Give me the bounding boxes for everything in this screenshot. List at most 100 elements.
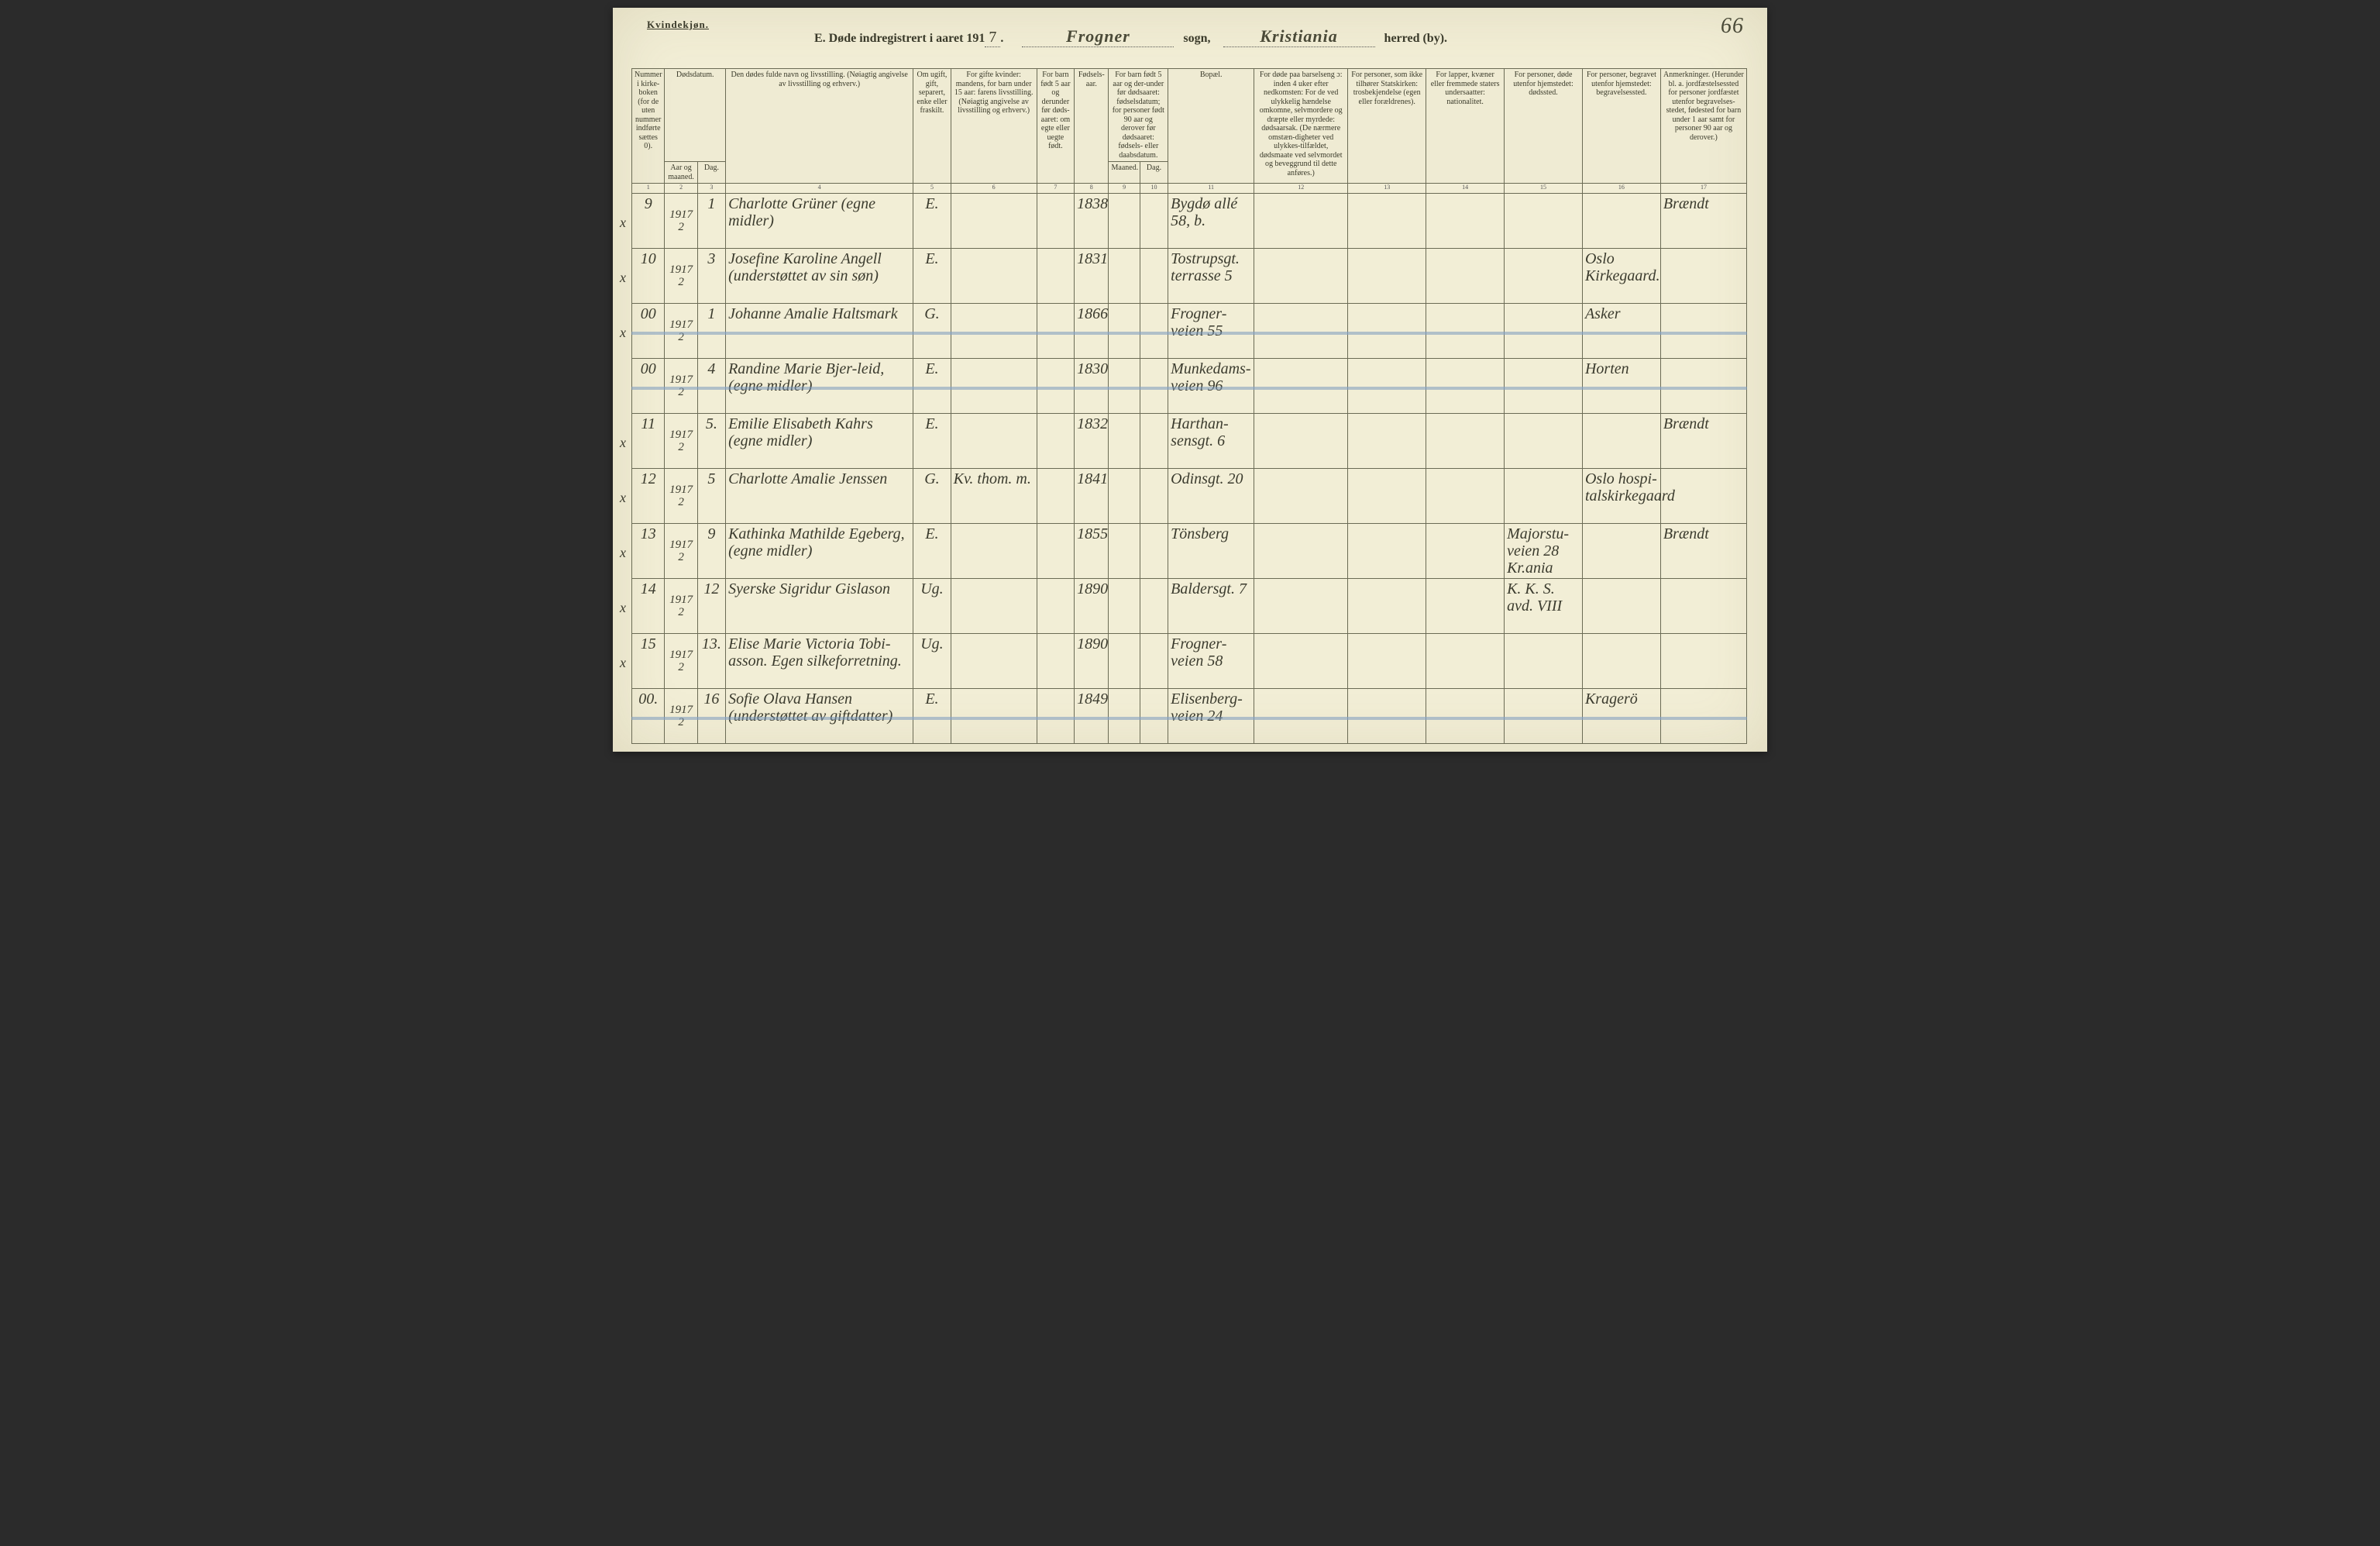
- birth-day: [1140, 634, 1168, 689]
- birth-month: [1109, 579, 1140, 634]
- residence: Bygdø allé 58, b.: [1168, 194, 1254, 249]
- remarks: [1660, 689, 1746, 744]
- row-number: x14: [632, 579, 665, 634]
- row-number: x12: [632, 469, 665, 524]
- day: 5.: [697, 414, 725, 469]
- birth-year: 1849: [1075, 689, 1109, 744]
- residence: Frogner-veien 55: [1168, 304, 1254, 359]
- birth-month: [1109, 634, 1140, 689]
- spouse-occupation: [951, 194, 1037, 249]
- birth-year: 1855: [1075, 524, 1109, 579]
- colnum: 16: [1582, 184, 1660, 194]
- colnum: 3: [697, 184, 725, 194]
- colnum: 14: [1426, 184, 1505, 194]
- colnum: 4: [726, 184, 913, 194]
- nationality: [1426, 414, 1505, 469]
- residence: Elisenberg-veien 24: [1168, 689, 1254, 744]
- name: Johanne Amalie Haltsmark: [726, 304, 913, 359]
- cause: [1254, 194, 1348, 249]
- residence: Frogner-veien 58: [1168, 634, 1254, 689]
- colnum: 2: [665, 184, 697, 194]
- spouse-occupation: [951, 579, 1037, 634]
- legitimacy: [1037, 414, 1074, 469]
- death-place: Majorstu-veien 28 Kr.ania: [1505, 524, 1583, 579]
- birth-day: [1140, 469, 1168, 524]
- confession: [1348, 194, 1426, 249]
- birth-day: [1140, 689, 1168, 744]
- row-number: x11: [632, 414, 665, 469]
- legitimacy: [1037, 304, 1074, 359]
- row-number: x10: [632, 249, 665, 304]
- birth-month: [1109, 689, 1140, 744]
- year-month: 19172: [665, 524, 697, 579]
- legitimacy: [1037, 194, 1074, 249]
- day: 1: [697, 194, 725, 249]
- confession: [1348, 579, 1426, 634]
- death-place: [1505, 359, 1583, 414]
- col-3-header: Dag.: [697, 162, 725, 184]
- death-place: [1505, 469, 1583, 524]
- day: 16: [697, 689, 725, 744]
- remarks: [1660, 469, 1746, 524]
- remarks: [1660, 634, 1746, 689]
- col-16-header: For personer, begravet utenfor hjemstede…: [1582, 69, 1660, 184]
- confession: [1348, 689, 1426, 744]
- death-place: [1505, 194, 1583, 249]
- year-month: 19172: [665, 469, 697, 524]
- name: Elise Marie Victoria Tobi-asson. Egen si…: [726, 634, 913, 689]
- nationality: [1426, 359, 1505, 414]
- year-month: 19172: [665, 249, 697, 304]
- burial-place: [1582, 579, 1660, 634]
- ledger-page: Kvindekjøn. E. Døde indregistrert i aare…: [613, 8, 1767, 752]
- ledger-table: Nummer i kirke-boken (for de uten nummer…: [631, 68, 1747, 744]
- confession: [1348, 634, 1426, 689]
- cause: [1254, 524, 1348, 579]
- cause: [1254, 469, 1348, 524]
- spouse-occupation: [951, 249, 1037, 304]
- civil-status: E.: [913, 359, 951, 414]
- table-row: x13191729Kathinka Mathilde Egeberg, (egn…: [632, 524, 1747, 579]
- civil-status: E.: [913, 249, 951, 304]
- birth-month: [1109, 304, 1140, 359]
- spouse-occupation: Kv. thom. m.: [951, 469, 1037, 524]
- nationality: [1426, 304, 1505, 359]
- confession: [1348, 469, 1426, 524]
- spouse-occupation: [951, 414, 1037, 469]
- civil-status: E.: [913, 414, 951, 469]
- colnum: 6: [951, 184, 1037, 194]
- remarks: [1660, 304, 1746, 359]
- birth-year: 1832: [1075, 414, 1109, 469]
- row-number: x9: [632, 194, 665, 249]
- death-place: K. K. S. avd. VIII: [1505, 579, 1583, 634]
- name: Randine Marie Bjer-leid, (egne midler): [726, 359, 913, 414]
- civil-status: Ug.: [913, 579, 951, 634]
- title-line: E. Døde indregistrert i aaret 1917. Frog…: [814, 26, 1447, 47]
- birth-day: [1140, 414, 1168, 469]
- herred-label: herred (by).: [1384, 32, 1447, 45]
- row-number: x15: [632, 634, 665, 689]
- cause: [1254, 249, 1348, 304]
- table-body: x9191721Charlotte Grüner (egne midler)E.…: [632, 194, 1747, 744]
- page-header: Kvindekjøn. E. Døde indregistrert i aare…: [613, 8, 1767, 68]
- cause: [1254, 359, 1348, 414]
- civil-status: G.: [913, 469, 951, 524]
- civil-status: Ug.: [913, 634, 951, 689]
- col-12-header: For døde paa barselseng ɔ: inden 4 uker …: [1254, 69, 1348, 184]
- birth-year: 1841: [1075, 469, 1109, 524]
- legitimacy: [1037, 634, 1074, 689]
- birth-month: [1109, 249, 1140, 304]
- residence: Tönsberg: [1168, 524, 1254, 579]
- row-number: x00: [632, 304, 665, 359]
- legitimacy: [1037, 249, 1074, 304]
- table-row: x10191723Josefine Karoline Angell (under…: [632, 249, 1747, 304]
- death-place: [1505, 249, 1583, 304]
- birth-year: 1890: [1075, 634, 1109, 689]
- residence: Tostrupsgt. terrasse 5: [1168, 249, 1254, 304]
- day: 9: [697, 524, 725, 579]
- legitimacy: [1037, 469, 1074, 524]
- year-month: 19172: [665, 359, 697, 414]
- table-row: 00191724Randine Marie Bjer-leid, (egne m…: [632, 359, 1747, 414]
- death-place: [1505, 414, 1583, 469]
- colnum: 1: [632, 184, 665, 194]
- day: 12: [697, 579, 725, 634]
